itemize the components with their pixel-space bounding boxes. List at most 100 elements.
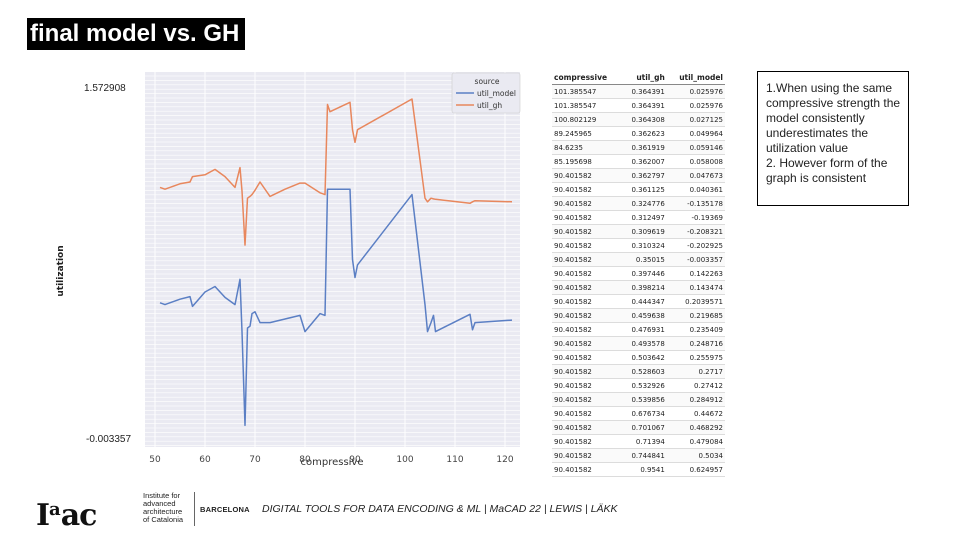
table-cell: 0.9541: [621, 462, 667, 477]
table-cell: 0.624957: [666, 462, 725, 477]
grid-lines: [145, 72, 520, 447]
footer-divider: [194, 492, 195, 526]
table-cell: 90.401582: [552, 350, 622, 365]
table-row: 90.401582 0.309619 -0.208321: [552, 224, 725, 239]
table-cell: 0.284912: [666, 392, 725, 407]
table-cell: 90.401582: [552, 196, 622, 211]
table-cell: 0.493578: [621, 336, 667, 351]
table-cell: 90.401582: [552, 294, 622, 309]
table-cell: 0.532926: [621, 378, 667, 393]
table-cell: 90.401582: [552, 252, 622, 267]
table-cell: 0.397446: [621, 266, 667, 281]
table-cell: 90.401582: [552, 224, 622, 239]
table-cell: 0.248716: [666, 336, 725, 351]
table-row: 101.385547 0.364391 0.025976: [552, 98, 725, 113]
table-cell: 0.361125: [621, 182, 667, 197]
table-cell: -0.003357: [666, 252, 725, 267]
note-line-2: 2. However form of the graph is consiste…: [766, 156, 888, 185]
table-row: 90.401582 0.324776 -0.135178: [552, 196, 725, 211]
y-value-bottom-label: -0.003357: [86, 434, 131, 445]
x-axis-ticks: 50 60 70 80 90 100 110 120: [149, 455, 514, 465]
table-cell: 0.364308: [621, 112, 667, 127]
y-value-top-label: 1.572908: [84, 83, 126, 94]
table-cell: 90.401582: [552, 210, 622, 225]
table-row: 90.401582 0.362797 0.047673: [552, 168, 725, 183]
table-cell: -0.202925: [666, 238, 725, 253]
table-cell: 90.401582: [552, 434, 622, 449]
note-box: 1.When using the same compressive streng…: [757, 71, 909, 206]
institute-name: Institute for advanced architecture of C…: [143, 492, 223, 524]
table-cell: 90.401582: [552, 168, 622, 183]
x-tick-label: 90: [349, 455, 361, 465]
table-row: 90.401582 0.444347 0.2039571: [552, 294, 725, 309]
table-row: 89.245965 0.362623 0.049964: [552, 126, 725, 141]
series-lines: [159, 98, 513, 427]
table-cell: 90.401582: [552, 378, 622, 393]
table-row: 90.401582 0.361125 0.040361: [552, 182, 725, 197]
table-cell: 90.401582: [552, 322, 622, 337]
table-cell: 90.401582: [552, 266, 622, 281]
column-header-util-gh: util_gh: [621, 70, 667, 85]
table-row: 90.401582 0.676734 0.44672: [552, 406, 725, 421]
series-line-util-gh: [159, 98, 513, 246]
table-row: 90.401582 0.310324 -0.202925: [552, 238, 725, 253]
table-cell: 0.047673: [666, 168, 725, 183]
table-cell: 0.027125: [666, 112, 725, 127]
x-tick-label: 60: [199, 455, 211, 465]
table-row: 101.385547 0.364391 0.025976: [552, 84, 725, 99]
table-row: 85.195698 0.362007 0.058008: [552, 154, 725, 169]
institute-line: Institute for: [143, 491, 181, 500]
table-cell: 90.401582: [552, 336, 622, 351]
city-label: BARCELONA: [200, 505, 250, 514]
table-cell: -0.208321: [666, 224, 725, 239]
x-tick-label: 120: [496, 455, 513, 465]
table-row: 90.401582 0.701067 0.468292: [552, 420, 725, 435]
table-row: 90.401582 0.398214 0.143474: [552, 280, 725, 295]
table-cell: 0.676734: [621, 406, 667, 421]
table-cell: 0.049964: [666, 126, 725, 141]
table-cell: 0.476931: [621, 322, 667, 337]
table-cell: 0.2717: [666, 364, 725, 379]
table-cell: 0.528603: [621, 364, 667, 379]
table-header-row: compressive util_gh util_model: [552, 70, 725, 85]
table-cell: 90.401582: [552, 462, 622, 477]
table-cell: 0.142263: [666, 266, 725, 281]
slide-title: final model vs. GH: [27, 18, 246, 50]
x-tick-label: 50: [149, 455, 161, 465]
table-row: 90.401582 0.493578 0.248716: [552, 336, 725, 351]
table-cell: 0.468292: [666, 420, 725, 435]
table-cell: 0.058008: [666, 154, 725, 169]
table-cell: 0.312497: [621, 210, 667, 225]
data-table: compressive util_gh util_model 101.38554…: [552, 70, 725, 477]
table-cell: 0.255975: [666, 350, 725, 365]
table-cell: 100.802129: [552, 112, 622, 127]
table-cell: 90.401582: [552, 182, 622, 197]
table-cell: 0.701067: [621, 420, 667, 435]
institute-line: of Catalonia: [143, 515, 184, 524]
table-row: 90.401582 0.397446 0.142263: [552, 266, 725, 281]
table-cell: -0.19369: [666, 210, 725, 225]
table-cell: 85.195698: [552, 154, 622, 169]
line-chart: 50 60 70 80 90 100 110 120 1.572908 -0.003357 c…: [56, 72, 521, 468]
table-cell: 0.364391: [621, 84, 667, 99]
table-cell: 0.362797: [621, 168, 667, 183]
table-cell: 90.401582: [552, 406, 622, 421]
table-cell: 0.310324: [621, 238, 667, 253]
table-cell: 0.235409: [666, 322, 725, 337]
table-cell: 0.459638: [621, 308, 667, 323]
table-cell: 0.309619: [621, 224, 667, 239]
table-cell: 0.27412: [666, 378, 725, 393]
table-cell: 0.503642: [621, 350, 667, 365]
table-cell: 0.143474: [666, 280, 725, 295]
table-cell: 0.025976: [666, 98, 725, 113]
table-cell: 0.44672: [666, 406, 725, 421]
table-cell: 0.539856: [621, 392, 667, 407]
y-axis-title: utilization: [56, 245, 66, 296]
x-tick-label: 110: [446, 455, 463, 465]
table-cell: 90.401582: [552, 448, 622, 463]
institute-line: architecture: [143, 507, 183, 516]
table-cell: 90.401582: [552, 308, 622, 323]
table-row: 90.401582 0.71394 0.479084: [552, 434, 725, 449]
table-cell: 90.401582: [552, 364, 622, 379]
table-cell: 0.71394: [621, 434, 667, 449]
